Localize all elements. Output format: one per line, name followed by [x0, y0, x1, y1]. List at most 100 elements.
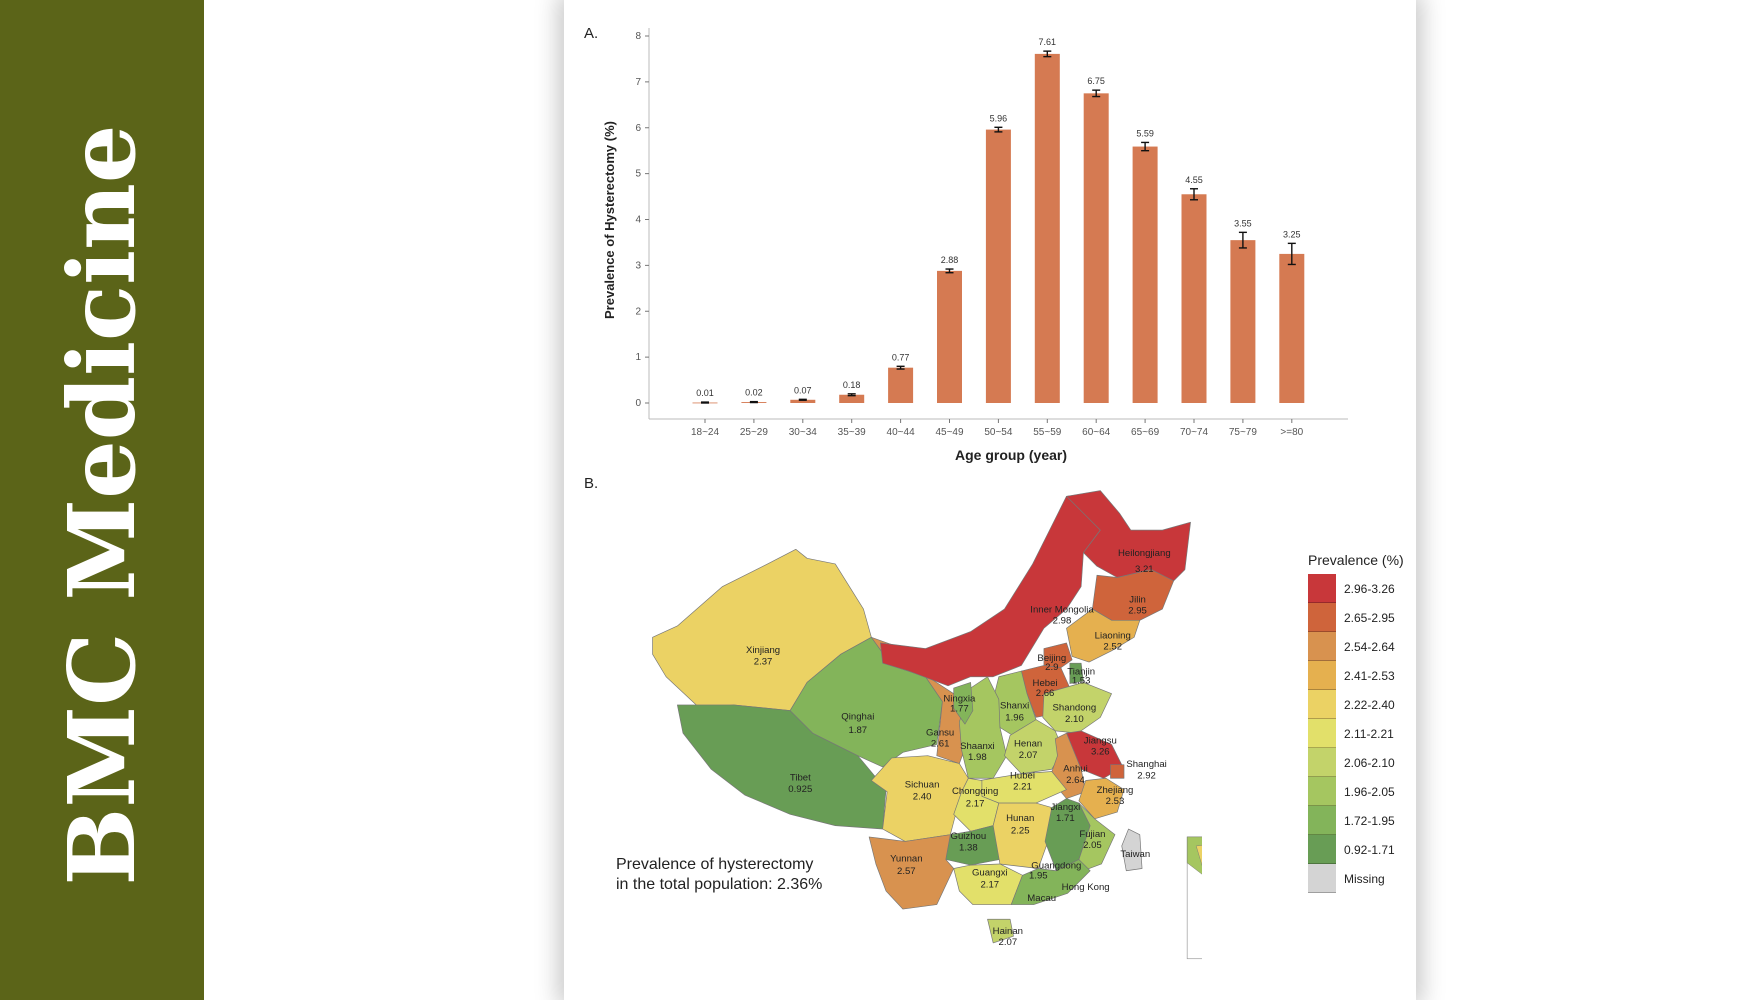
y-tick-label: 0: [635, 398, 641, 409]
data-label: 0.07: [794, 385, 812, 395]
province-inner-mongolia[interactable]: [880, 492, 1101, 687]
province-hainan[interactable]: [987, 918, 1014, 944]
y-tick-label: 6: [635, 123, 641, 134]
province-zhejiang[interactable]: [1078, 777, 1125, 820]
legend-item: 2.11-2.21: [1308, 719, 1418, 748]
province-shandong[interactable]: [1042, 682, 1112, 734]
x-tick-label: 55~59: [1033, 427, 1062, 438]
legend-swatch: [1308, 690, 1336, 719]
legend-item: 2.65-2.95: [1308, 603, 1418, 632]
province-taiwan[interactable]: [1121, 828, 1143, 872]
bar: [937, 270, 962, 403]
legend-item: 2.41-2.53: [1308, 661, 1418, 690]
legend-label: 2.65-2.95: [1344, 610, 1395, 625]
bar: [1181, 194, 1207, 403]
error-bar: [1287, 242, 1296, 266]
data-label: 0.18: [843, 380, 861, 390]
province-fujian[interactable]: [1078, 802, 1116, 872]
error-bar: [701, 401, 709, 404]
y-axis-title: Prevalence of Hysterectomy (%): [602, 121, 617, 319]
data-label: 0.77: [892, 352, 910, 362]
legend-item: 0.92-1.71: [1308, 835, 1418, 864]
x-tick-label: 60~64: [1082, 427, 1111, 438]
x-tick-label: 25~29: [740, 427, 769, 438]
journal-sidebar: BMC Medicine: [0, 0, 204, 1000]
error-bar: [994, 126, 1003, 133]
province-liaoning[interactable]: [1066, 608, 1141, 663]
error-bar: [1092, 89, 1101, 98]
bar-chart: A. 0 1 2 3 4 5 6 7 8 0.01 18~24 0.02 25~29 0.07 30~34…: [584, 25, 1348, 463]
bar: [888, 367, 914, 403]
total-prevalence-note: Prevalence of hysterectomy in the total …: [616, 855, 822, 895]
legend-item: 2.22-2.40: [1308, 690, 1418, 719]
legend-swatch: [1308, 864, 1336, 893]
error-bar: [847, 393, 856, 397]
legend-label: 2.11-2.21: [1344, 726, 1394, 741]
bar: [1083, 93, 1109, 403]
y-tick-label: 1: [635, 352, 641, 363]
x-axis-title: Age group (year): [955, 447, 1067, 463]
error-bar: [798, 398, 807, 401]
province-tianjin[interactable]: [1069, 662, 1084, 684]
svg-text:Taiwan: Taiwan: [1120, 849, 1150, 860]
legend-swatch: [1308, 806, 1336, 835]
data-label: 3.55: [1234, 218, 1252, 228]
x-tick-label: 45~49: [935, 427, 964, 438]
x-tick-label: 50~54: [984, 427, 1013, 438]
panel-b-label: B.: [584, 475, 598, 492]
data-label: 7.61: [1039, 37, 1057, 47]
province-labels: Xinjiang 2.37 Tibet 0.925 Qinghai 1.87 Gans…: [746, 548, 1171, 948]
province-heilongjiang[interactable]: [1066, 490, 1191, 582]
legend-item: 2.54-2.64: [1308, 632, 1418, 661]
data-label: 6.75: [1087, 76, 1105, 86]
bar: [1230, 240, 1256, 403]
data-label: 3.25: [1283, 229, 1301, 239]
legend-swatch: [1308, 835, 1336, 864]
error-bar: [945, 268, 954, 274]
province-yunnan[interactable]: [868, 834, 955, 910]
error-bar: [1043, 50, 1052, 58]
panel-b-label-svg: B.: [584, 475, 598, 492]
bar: [985, 129, 1011, 403]
legend-label: 0.92-1.71: [1344, 842, 1395, 857]
svg-text:Hong Kong: Hong Kong: [1062, 882, 1110, 893]
province-shanghai[interactable]: [1110, 764, 1125, 779]
province-beijing[interactable]: [1043, 642, 1073, 669]
y-tick-label: 5: [635, 169, 641, 180]
south-china-sea-inset: [1186, 836, 1202, 960]
province-ningxia[interactable]: [953, 682, 974, 725]
data-label: 4.55: [1185, 175, 1203, 185]
province-guangdong[interactable]: [1010, 859, 1091, 905]
map-legend: Prevalence (%) 2.96-3.26 2.65-2.95 2.54-2.…: [1308, 552, 1418, 893]
data-label: 5.59: [1136, 128, 1154, 138]
svg-text:Macau: Macau: [1027, 893, 1056, 904]
legend-swatch: [1308, 719, 1336, 748]
summary-line-2: in the total population: 2.36%: [616, 876, 823, 893]
y-tick-label: 7: [635, 77, 641, 88]
error-bar: [896, 365, 905, 370]
legend-label: Missing: [1344, 871, 1385, 886]
legend-item: Missing: [1308, 864, 1418, 893]
legend-swatch: [1308, 777, 1336, 806]
